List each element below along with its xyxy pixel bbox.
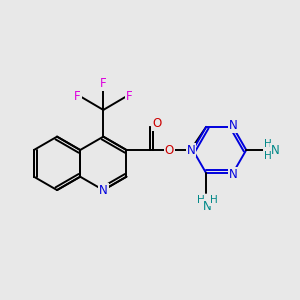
Text: N: N xyxy=(203,200,212,213)
Text: N: N xyxy=(99,184,108,196)
Text: N: N xyxy=(229,119,238,132)
Text: O: O xyxy=(165,143,174,157)
Text: F: F xyxy=(100,77,106,90)
Text: H: H xyxy=(263,140,271,149)
Text: N: N xyxy=(229,168,238,181)
Text: N: N xyxy=(187,143,196,157)
Text: H: H xyxy=(210,195,218,205)
Text: H: H xyxy=(197,195,205,205)
Text: N: N xyxy=(271,143,280,157)
Text: F: F xyxy=(74,90,81,103)
Text: F: F xyxy=(126,90,133,103)
Text: H: H xyxy=(263,151,271,160)
Text: O: O xyxy=(152,118,161,130)
